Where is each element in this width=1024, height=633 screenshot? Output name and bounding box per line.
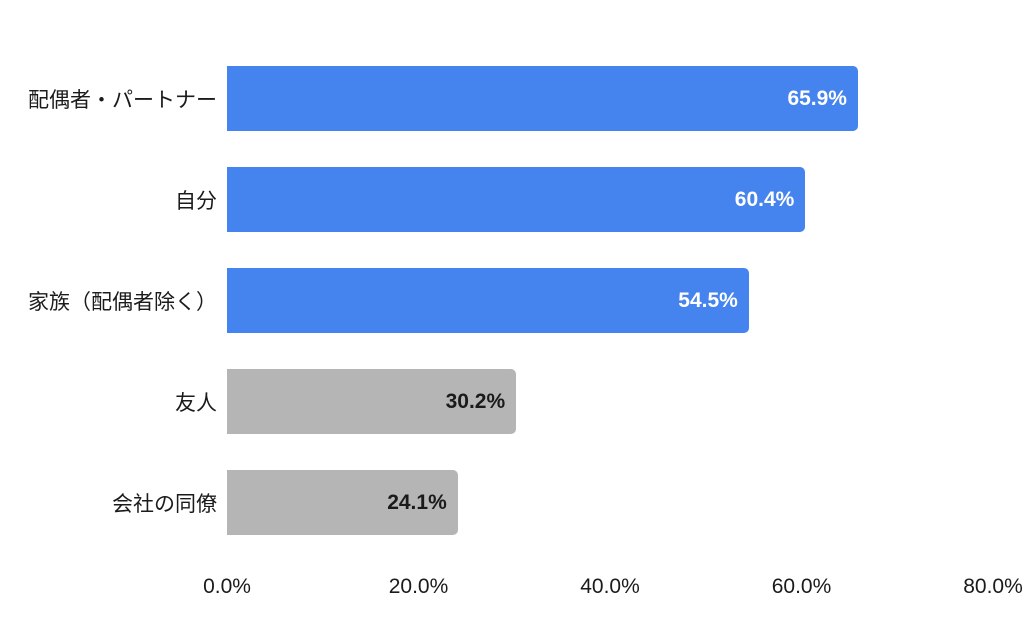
x-axis-tick-label: 60.0% [771, 575, 832, 598]
bar-value-label: 24.1% [387, 490, 447, 514]
bar: 65.9% [227, 66, 858, 131]
x-axis-tick-label: 40.0% [580, 575, 640, 598]
x-axis-tick-label: 80.0% [963, 575, 1023, 598]
bar: 54.5% [227, 268, 749, 333]
bar-value-label: 30.2% [445, 389, 506, 413]
category-label: 会社の同僚 [112, 492, 217, 516]
bar: 60.4% [227, 167, 806, 232]
bar-value-label: 65.9% [787, 86, 847, 110]
bar-value-label: 54.5% [678, 288, 738, 312]
bar-value-label: 60.4% [734, 187, 795, 211]
category-label: 配偶者・パートナー [28, 88, 217, 112]
bar: 30.2% [227, 369, 517, 434]
x-axis-tick-label: 0.0% [203, 575, 251, 598]
category-label: 自分 [175, 189, 217, 213]
category-label: 家族（配偶者除く） [28, 290, 217, 314]
category-label: 友人 [175, 391, 217, 415]
x-axis-tick-label: 20.0% [388, 575, 449, 598]
bar: 24.1% [227, 470, 458, 535]
